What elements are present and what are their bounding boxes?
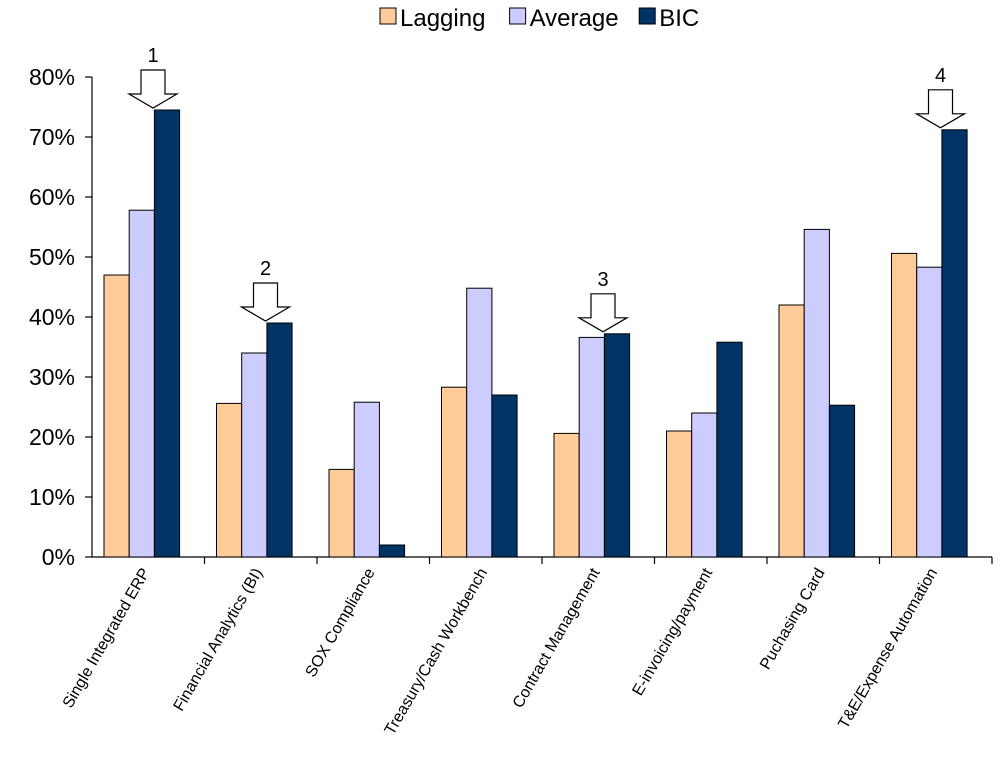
bar-average — [803, 228, 830, 558]
bar-bic — [266, 322, 293, 558]
callouts: 1 2 3 4 — [126, 45, 967, 333]
x-category-label: Puchasing Card — [757, 566, 829, 673]
y-tick-label: 60% — [29, 184, 75, 210]
x-category-label: T&E/Expense Automation — [835, 566, 941, 732]
y-tick-label: 20% — [29, 424, 75, 450]
callout-number: 1 — [147, 45, 158, 67]
callout-arrow-icon — [126, 69, 180, 109]
bar-average — [128, 209, 155, 558]
legend-swatch-bic — [638, 7, 656, 25]
callout-arrow-icon — [239, 282, 292, 322]
x-category-label: Treasury/Cash Workbench — [382, 566, 491, 739]
x-category-label: SOX Compliance — [303, 565, 379, 680]
bars — [103, 109, 968, 558]
bar-bic — [828, 404, 856, 558]
bar-bic — [603, 333, 631, 558]
bar-average — [241, 352, 268, 558]
bar-average — [578, 336, 605, 558]
bar-average — [916, 266, 943, 558]
y-tick-label: 0% — [42, 544, 75, 570]
callout-number: 3 — [597, 269, 608, 291]
legend-label-average: Average — [530, 5, 619, 32]
bar-average — [466, 287, 493, 558]
callout-arrow-icon — [914, 89, 967, 129]
y-tick-label: 80% — [29, 64, 75, 90]
bar-bic — [378, 544, 406, 558]
x-category-label: Financial Analytics (BI) — [171, 566, 267, 715]
bar-bic — [153, 109, 181, 558]
x-category-label: E-invoicing/payment — [629, 565, 716, 699]
y-tick-label: 50% — [29, 244, 75, 270]
legend-label-bic: BIC — [659, 5, 699, 32]
bar-lagging — [666, 430, 693, 558]
x-category-labels: Single Integrated ERP Financial Analytics… — [60, 565, 941, 738]
legend-label-lagging: Lagging — [400, 5, 485, 32]
legend-swatch-lagging — [379, 7, 397, 25]
y-tick-label: 40% — [29, 304, 75, 330]
bar-bic — [716, 341, 743, 558]
legend-swatch-average — [509, 7, 527, 25]
y-ticks: 0% 10% 20% 30% 40% 50% 60% 70% 80% — [29, 64, 92, 570]
callout-number: 4 — [935, 65, 946, 87]
legend: Lagging Average BIC — [379, 5, 699, 32]
y-tick-label: 10% — [29, 484, 75, 510]
x-category-label: Single Integrated ERP — [60, 566, 154, 712]
bar-average — [353, 401, 380, 558]
bar-lagging — [216, 402, 243, 558]
bar-lagging — [441, 386, 468, 558]
x-category-label: Contract Management — [510, 565, 604, 711]
bar-lagging — [891, 252, 918, 558]
bar-lagging — [103, 274, 130, 558]
callout-arrow-icon — [576, 293, 630, 333]
bar-lagging — [553, 432, 580, 558]
bar-bic — [941, 129, 968, 558]
y-tick-label: 70% — [29, 124, 75, 150]
callout-number: 2 — [260, 258, 271, 280]
bar-lagging — [778, 304, 805, 558]
bar-average — [691, 412, 718, 558]
bar-bic — [491, 394, 518, 558]
bar-lagging — [328, 468, 355, 558]
y-tick-label: 30% — [29, 364, 75, 390]
